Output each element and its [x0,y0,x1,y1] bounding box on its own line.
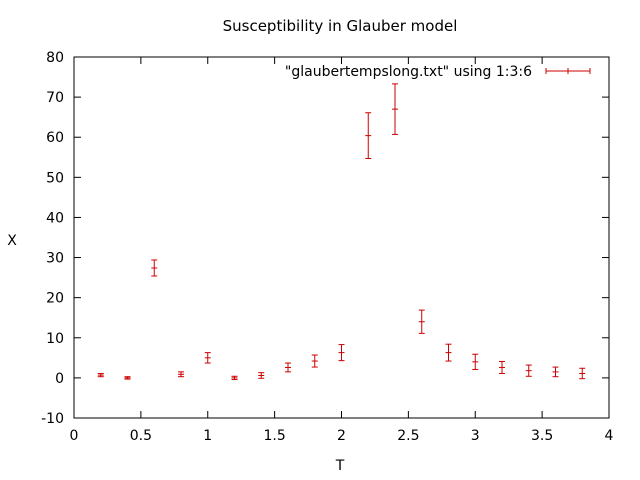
data-point [445,343,452,362]
y-tick-label: 60 [46,130,64,146]
data-point [392,83,398,135]
data-point [231,375,238,380]
y-tick-label: 20 [46,291,64,307]
data-point [285,362,291,373]
data-point [499,360,505,374]
data-point [472,353,479,370]
data-point [204,352,211,364]
data-point [579,367,586,380]
y-tick-label: 10 [46,331,64,347]
data-point [97,372,104,378]
x-tick-label: 0.5 [130,428,152,444]
y-tick-label: 50 [46,170,64,186]
data-point [365,112,372,159]
y-tick-label: 40 [46,210,64,226]
y-tick-label: 30 [46,251,64,267]
data-point [178,371,184,378]
y-tick-label: -10 [41,411,64,427]
x-tick-label: 4 [605,428,614,444]
data-point [552,366,559,378]
x-tick-label: 2 [337,428,346,444]
series-layer [97,83,586,380]
data-point [525,364,532,377]
chart-title: Susceptibility in Glauber model [223,17,458,35]
x-axis-label: T [335,458,345,474]
data-point [151,259,158,277]
y-axis-label: X [7,233,17,249]
x-tick-label: 3.5 [531,428,553,444]
data-point [258,372,265,379]
data-point [418,309,425,334]
tick-marks: 0 0.5 1 1.5 2 2.5 3 3.5 4 -10 0 10 20 30 40 50 60 70 80 [41,50,613,444]
y-tick-label: 0 [55,371,64,387]
legend-label: "glaubertempslong.txt" using 1:3:6 [285,64,532,80]
data-point [124,376,131,380]
y-tick-label: 70 [46,90,64,106]
legend-sample [545,68,591,74]
x-tick-label: 3 [471,428,480,444]
y-tick-label: 80 [46,50,64,66]
data-point [338,344,345,362]
legend: "glaubertempslong.txt" using 1:3:6 [285,64,591,80]
data-point [311,354,318,368]
x-tick-label: 0 [70,428,79,444]
x-tick-label: 1 [203,428,212,444]
x-tick-label: 2.5 [397,428,419,444]
x-tick-label: 1.5 [263,428,285,444]
